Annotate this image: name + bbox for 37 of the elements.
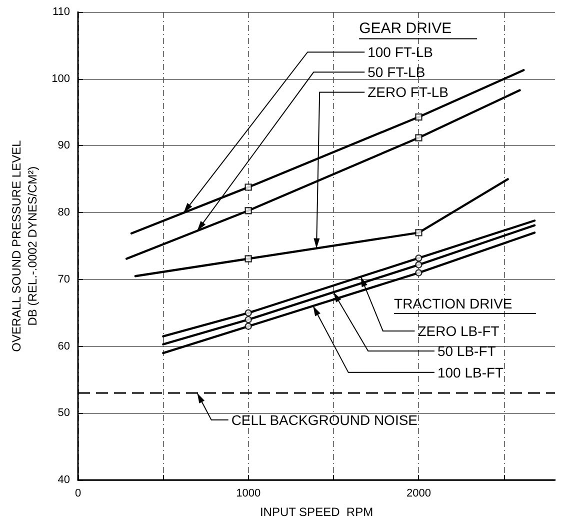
y-tick-label: 50 [58,407,70,420]
ref-line-label: CELL BACKGROUND NOISE [231,412,418,428]
y-tick-label: 90 [58,140,70,152]
point [415,269,422,276]
text: 50 FT-LB [368,64,426,80]
line-series [125,89,521,260]
y-axis-title: OVERALL SOUND PRESSURE LEVEL DB (REL.-.0002 DYNES/CM²) [10,140,40,352]
y-tick-label: 100 [52,72,70,85]
x-tick-label: 2000 [406,488,431,500]
text: 100 FT-LB [368,44,433,60]
line-series [130,69,525,234]
annotation: TRACTION DRIVE [394,296,512,312]
y-tick-label: 70 [58,273,70,286]
point [415,261,422,268]
annotation: GEAR DRIVE [359,20,452,38]
line-series [134,178,509,278]
point [415,113,422,121]
y-tick-label: 80 [58,206,70,219]
y-tick-label: 60 [58,340,70,352]
x-tick-label: 1000 [236,488,261,500]
point [244,207,252,214]
point [415,134,422,142]
point [244,184,252,191]
text: ZERO LB-FT [418,322,500,339]
point [415,229,422,236]
point [244,322,252,330]
text: 100 LB-FT [437,364,504,380]
y-tick-label: 40 [58,474,70,486]
point [244,309,252,317]
point [244,316,252,324]
point [415,254,422,262]
text: 50 LB-FT [437,343,496,360]
point [244,255,252,262]
text: ZERO FT-LB [368,84,449,100]
x-tick-label: 0 [74,488,82,500]
x-axis-title: INPUT SPEED RPM [260,505,374,519]
y-tick-label: 110 [52,6,70,18]
